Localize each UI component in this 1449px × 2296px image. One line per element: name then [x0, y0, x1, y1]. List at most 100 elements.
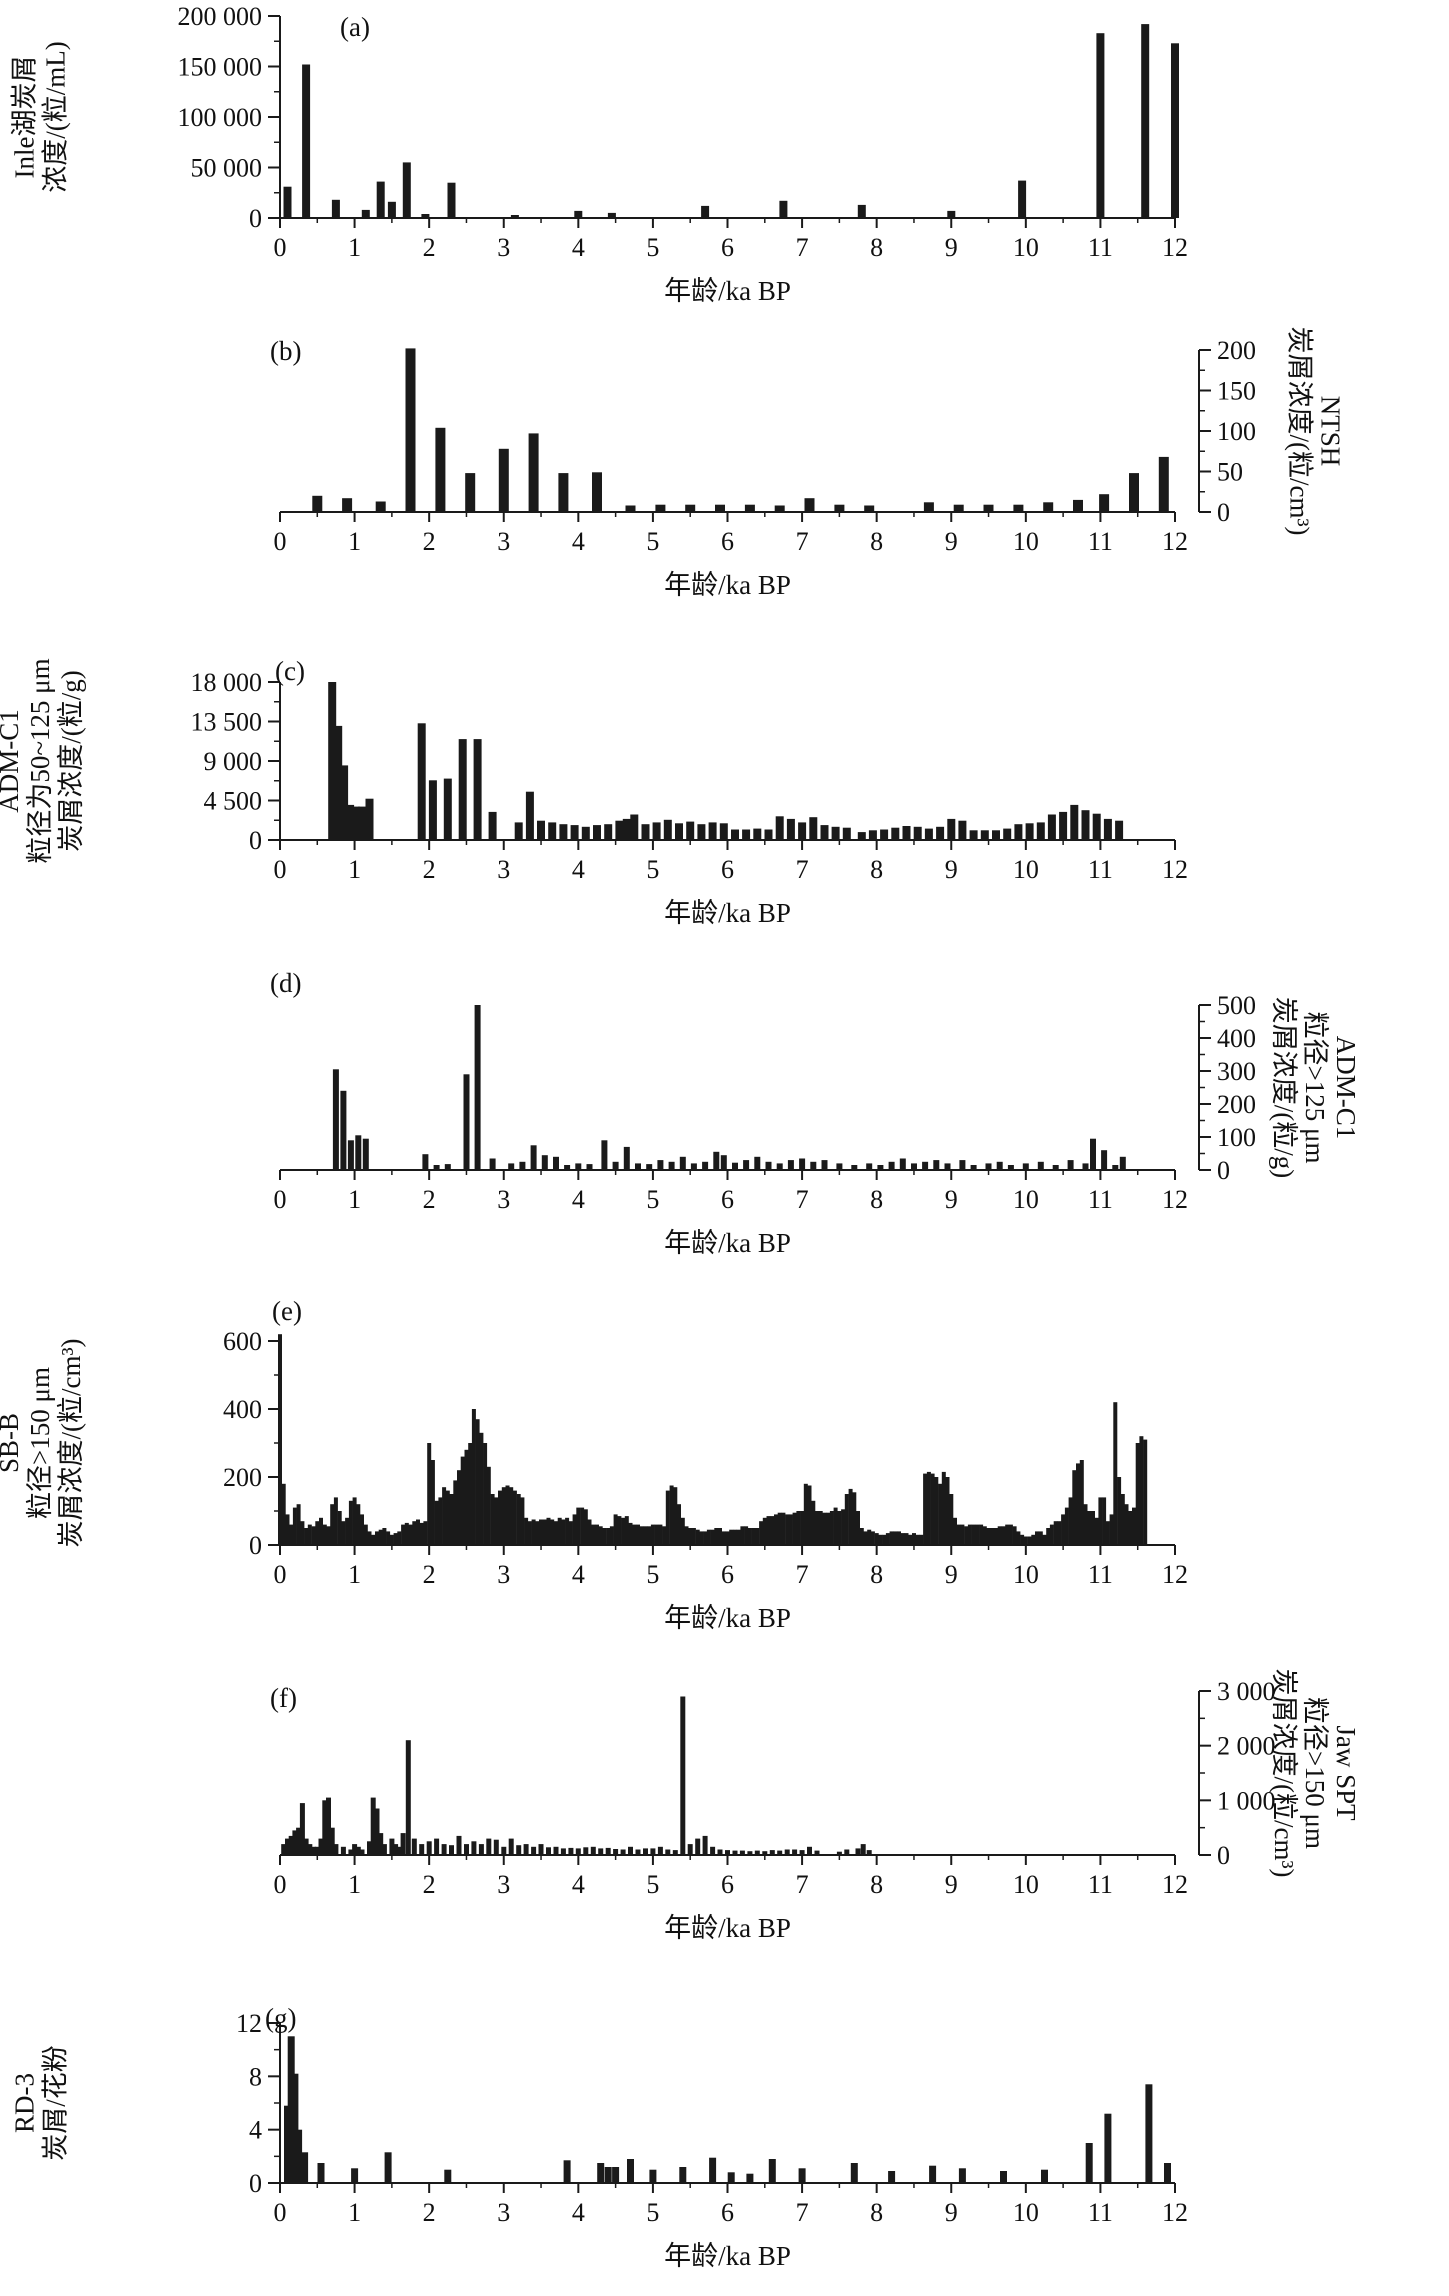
y-tick-label-e-2: 400: [223, 1395, 262, 1424]
bar-e-8: [307, 1524, 312, 1545]
bar-e-84: [591, 1524, 596, 1545]
bar-c-33: [731, 829, 739, 840]
bar-c-50: [924, 828, 933, 840]
bar-e-230: [1135, 1443, 1140, 1545]
bar-d-58: [1067, 1160, 1074, 1170]
bar-e-11: [319, 1517, 323, 1545]
bar-e-91: [617, 1516, 622, 1545]
bar-f-34: [441, 1844, 447, 1855]
bar-e-17: [341, 1521, 346, 1545]
y-tick-label-c-1: 4 500: [204, 787, 263, 816]
bar-d-3: [355, 1135, 362, 1170]
bar-f-76: [754, 1850, 760, 1855]
bar-e-160: [874, 1533, 879, 1545]
bar-c-19: [581, 826, 590, 840]
bar-g-21: [850, 2163, 858, 2183]
x-tick-label-a-9: 9: [945, 233, 958, 262]
x-tick-label-a-11: 11: [1088, 233, 1113, 262]
bar-g-25: [1000, 2171, 1007, 2183]
bar-f-80: [784, 1849, 790, 1855]
bar-f-10: [318, 1838, 324, 1855]
bar-e-70: [539, 1519, 543, 1545]
bar-e-152: [844, 1494, 849, 1545]
y-tick-label-a-0: 0: [249, 204, 262, 233]
bar-f-4: [296, 1827, 302, 1855]
y-axis-label-line-a-1: 浓度/(粒/mL): [41, 41, 71, 192]
x-tick-label-a-12: 12: [1162, 233, 1188, 262]
bar-f-49: [553, 1846, 559, 1855]
bar-b-11: [655, 504, 666, 512]
y-tick-label-g-2: 8: [249, 2062, 262, 2091]
bar-c-30: [697, 824, 706, 840]
x-tick-label-b-12: 12: [1162, 527, 1188, 556]
bar-a-9: [510, 215, 519, 218]
bar-e-61: [505, 1485, 510, 1545]
bar-f-9: [314, 1846, 320, 1855]
x-tick-label-g-12: 12: [1162, 2198, 1188, 2227]
bar-d-0: [332, 1069, 339, 1170]
bar-e-176: [934, 1477, 939, 1545]
bar-e-4: [292, 1507, 297, 1545]
bar-d-22: [635, 1163, 641, 1170]
bar-b-22: [1013, 504, 1024, 512]
bar-e-201: [1027, 1536, 1032, 1545]
x-tick-label-f-7: 7: [796, 1870, 809, 1899]
bar-c-37: [775, 816, 784, 840]
bar-b-25: [1099, 494, 1110, 512]
x-tick-label-b-2: 2: [423, 527, 436, 556]
bar-c-6: [365, 798, 374, 840]
bar-e-19: [348, 1500, 353, 1545]
bar-d-17: [575, 1163, 582, 1170]
bar-e-188: [979, 1524, 984, 1545]
bar-e-42: [434, 1500, 439, 1545]
bar-f-39: [478, 1844, 484, 1855]
bar-e-212: [1068, 1497, 1073, 1545]
bar-f-70: [710, 1846, 716, 1855]
bar-e-89: [609, 1526, 614, 1545]
bar-b-14: [744, 504, 755, 512]
bar-g-1: [287, 2036, 295, 2183]
y-tick-label-g-3: 12: [236, 2009, 262, 2038]
bar-e-51: [468, 1443, 473, 1545]
bar-f-35: [449, 1845, 454, 1855]
bar-f-85: [836, 1851, 842, 1855]
bar-e-173: [923, 1473, 928, 1545]
bar-c-59: [1025, 823, 1034, 840]
bar-c-29: [686, 821, 695, 840]
bar-f-75: [747, 1851, 753, 1855]
bar-e-106: [673, 1487, 678, 1545]
bar-d-5: [422, 1154, 429, 1170]
bar-d-40: [836, 1163, 843, 1170]
bar-e-65: [520, 1497, 525, 1545]
bar-c-46: [880, 829, 889, 840]
bar-e-13: [326, 1526, 331, 1545]
bar-e-174: [926, 1471, 931, 1545]
bar-e-107: [677, 1504, 681, 1545]
bar-e-10: [315, 1521, 320, 1545]
bar-f-11: [322, 1800, 328, 1855]
bar-g-11: [604, 2167, 612, 2183]
bar-e-68: [531, 1519, 536, 1545]
y-axis-label-a: Inle湖炭屑 浓度/(粒/mL): [10, 41, 71, 192]
bar-e-87: [602, 1528, 607, 1545]
bar-c-66: [1103, 818, 1112, 840]
bar-b-1: [342, 498, 353, 512]
x-tick-label-b-1: 1: [348, 527, 361, 556]
bar-e-69: [535, 1521, 540, 1545]
bar-c-45: [868, 830, 877, 840]
x-tick-label-c-4: 4: [572, 855, 585, 884]
x-tick-label-f-12: 12: [1162, 1870, 1188, 1899]
bar-g-9: [563, 2160, 571, 2183]
bar-f-56: [605, 1847, 611, 1855]
bar-d-51: [970, 1165, 977, 1170]
bar-b-27: [1158, 456, 1169, 512]
bar-e-99: [647, 1526, 652, 1545]
bar-e-49: [460, 1456, 465, 1545]
bar-b-13: [715, 504, 725, 512]
bar-g-17: [727, 2172, 735, 2183]
bar-d-42: [866, 1163, 873, 1170]
bar-e-72: [546, 1517, 551, 1545]
